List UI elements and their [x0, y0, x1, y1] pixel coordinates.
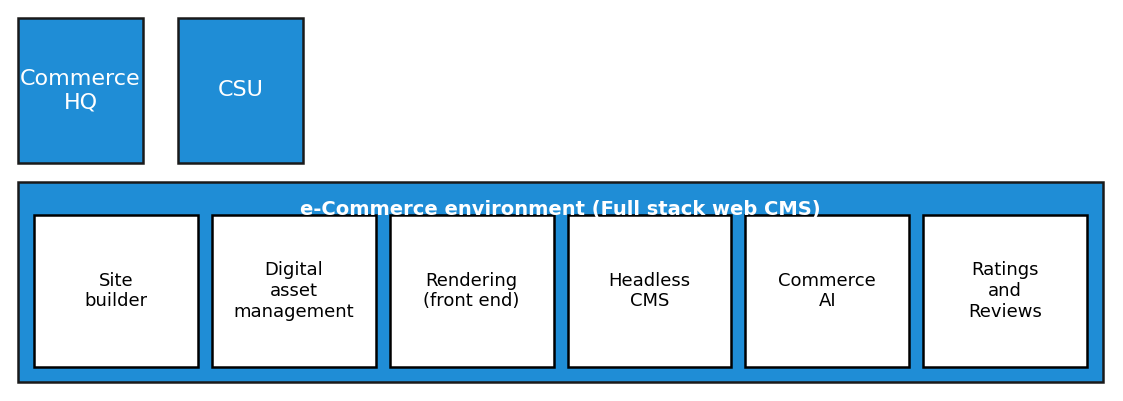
Text: Digital
asset
management: Digital asset management	[234, 261, 354, 321]
FancyBboxPatch shape	[567, 215, 731, 367]
Text: e-Commerce environment (Full stack web CMS): e-Commerce environment (Full stack web C…	[300, 200, 821, 219]
FancyBboxPatch shape	[18, 182, 1103, 382]
FancyBboxPatch shape	[34, 215, 198, 367]
FancyBboxPatch shape	[746, 215, 910, 367]
Text: Commerce
AI: Commerce AI	[778, 271, 876, 310]
FancyBboxPatch shape	[18, 18, 143, 163]
Text: Commerce
HQ: Commerce HQ	[20, 69, 140, 112]
Text: Rendering
(front end): Rendering (front end)	[423, 271, 520, 310]
FancyBboxPatch shape	[390, 215, 554, 367]
FancyBboxPatch shape	[179, 18, 303, 163]
Text: Site
builder: Site builder	[84, 271, 147, 310]
Text: Ratings
and
Reviews: Ratings and Reviews	[968, 261, 1042, 321]
Text: Headless
CMS: Headless CMS	[609, 271, 691, 310]
FancyBboxPatch shape	[923, 215, 1087, 367]
Text: CSU: CSU	[218, 81, 264, 101]
FancyBboxPatch shape	[212, 215, 376, 367]
